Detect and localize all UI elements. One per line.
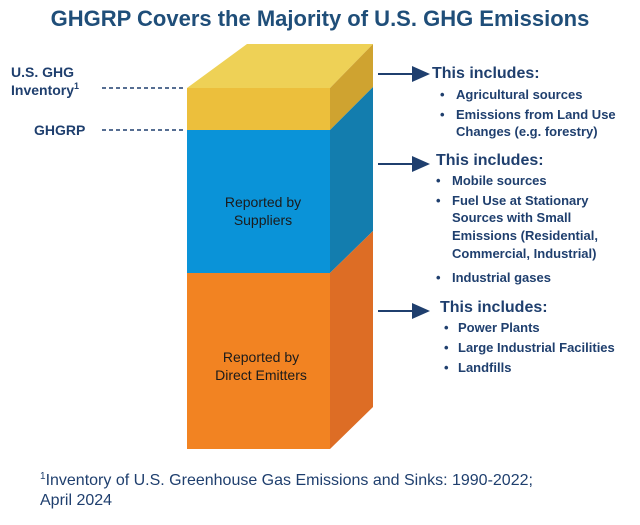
footnote-line-1: Inventory of U.S. Greenhouse Gas Emissio… bbox=[46, 472, 533, 489]
callout-3: This includes: • Power Plants • Large Indu… bbox=[440, 299, 615, 375]
svg-text:•: • bbox=[444, 340, 449, 355]
callout-1: This includes: • Agricultural sources • Em… bbox=[432, 65, 616, 139]
block-top-face bbox=[187, 44, 373, 88]
svg-text:Agricultural sources: Agricultural sources bbox=[456, 87, 582, 102]
page-title: GHGRP Covers the Majority of U.S. GHG Em… bbox=[51, 6, 590, 31]
orange-side-face bbox=[330, 231, 373, 449]
svg-text:•: • bbox=[440, 87, 445, 102]
svg-text:Fuel Use at Stationary: Fuel Use at Stationary bbox=[452, 193, 589, 208]
svg-text:•: • bbox=[444, 320, 449, 335]
svg-text:•: • bbox=[436, 193, 441, 208]
footnote-superscript: 1 bbox=[40, 471, 46, 482]
svg-text:•: • bbox=[440, 107, 445, 122]
svg-text:•: • bbox=[436, 173, 441, 188]
svg-text:Emissions from Land Use: Emissions from Land Use bbox=[456, 107, 616, 122]
svg-text:Large Industrial Facilities: Large Industrial Facilities bbox=[458, 340, 615, 355]
svg-text:Landfills: Landfills bbox=[458, 360, 511, 375]
inventory-label-2: Inventory bbox=[11, 82, 74, 98]
blue-side-face bbox=[330, 87, 373, 273]
inventory-only-block bbox=[187, 88, 330, 130]
svg-text:1Inventory of U.S. Greenhouse: 1Inventory of U.S. Greenhouse Gas Emissi… bbox=[40, 471, 533, 489]
emitters-label-1: Reported by bbox=[223, 349, 299, 365]
suppliers-label-1: Reported by bbox=[225, 194, 301, 210]
svg-text:Commercial, Industrial): Commercial, Industrial) bbox=[452, 246, 596, 261]
inventory-superscript: 1 bbox=[74, 81, 79, 91]
svg-text:Power Plants: Power Plants bbox=[458, 320, 540, 335]
footnote-line-2: April 2024 bbox=[40, 492, 112, 509]
svg-text:Inventory1: Inventory1 bbox=[11, 81, 79, 98]
svg-text:Industrial gases: Industrial gases bbox=[452, 270, 551, 285]
direct-emitters-block bbox=[187, 273, 330, 449]
svg-text:This includes:: This includes: bbox=[440, 299, 548, 316]
ghgrp-label: GHGRP bbox=[34, 122, 85, 138]
svg-text:Mobile sources: Mobile sources bbox=[452, 173, 547, 188]
suppliers-label-2: Suppliers bbox=[234, 212, 292, 228]
svg-text:•: • bbox=[444, 360, 449, 375]
callout-2: This includes: • Mobile sources • Fuel Use… bbox=[436, 152, 598, 285]
svg-text:This includes:: This includes: bbox=[432, 65, 540, 82]
inventory-label: U.S. GHG bbox=[11, 64, 74, 80]
svg-text:•: • bbox=[436, 270, 441, 285]
svg-text:Changes (e.g. forestry): Changes (e.g. forestry) bbox=[456, 124, 598, 139]
svg-text:This includes:: This includes: bbox=[436, 152, 544, 169]
emitters-label-2: Direct Emitters bbox=[215, 367, 307, 383]
svg-text:Emissions (Residential,: Emissions (Residential, bbox=[452, 228, 598, 243]
svg-text:Sources with Small: Sources with Small bbox=[452, 210, 571, 225]
suppliers-block bbox=[187, 130, 330, 273]
yellow-side-face bbox=[330, 44, 373, 130]
